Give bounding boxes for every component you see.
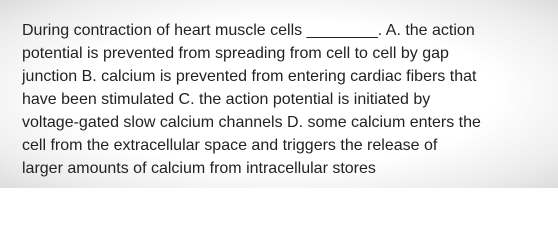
question-line: voltage-gated slow calcium channels D. s…	[22, 114, 481, 131]
question-line: larger amounts of calcium from intracell…	[22, 160, 376, 177]
question-card: During contraction of heart muscle cells…	[0, 0, 558, 188]
question-line: have been stimulated C. the action poten…	[22, 91, 431, 108]
question-line: junction B. calcium is prevented from en…	[22, 68, 477, 85]
page: During contraction of heart muscle cells…	[0, 0, 558, 188]
question-line: potential is prevented from spreading fr…	[22, 45, 449, 62]
question-line: cell from the extracellular space and tr…	[22, 137, 438, 154]
question-line: During contraction of heart muscle cells…	[22, 22, 475, 39]
